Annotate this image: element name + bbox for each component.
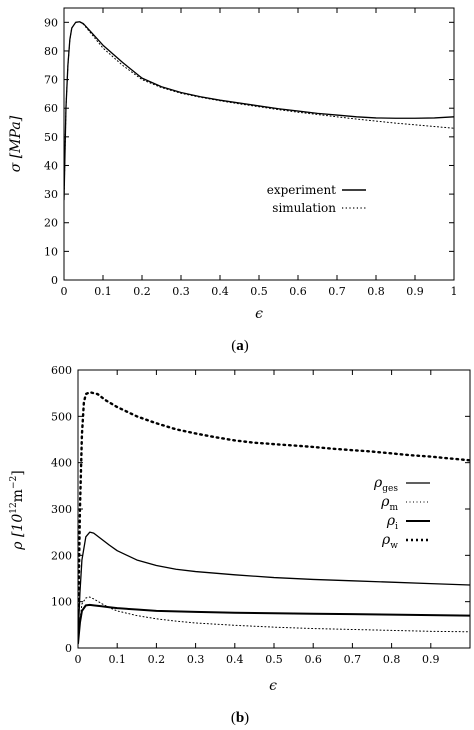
chart-a-frame bbox=[63, 7, 455, 281]
chart-b-xtick-label: 0.7 bbox=[344, 653, 362, 666]
legend-label-simulation: simulation bbox=[272, 201, 336, 215]
chart-a-xtick-label: 0.8 bbox=[367, 285, 385, 298]
chart-b-frame bbox=[77, 369, 471, 649]
chart-a-ytick-label: 0 bbox=[51, 274, 58, 287]
chart-a-ytick-label: 70 bbox=[44, 74, 58, 87]
chart-a-xtick-label: 0.9 bbox=[406, 285, 424, 298]
legend-label-rho-i: ρi bbox=[386, 513, 398, 532]
chart-b-ytick-label: 600 bbox=[51, 364, 72, 377]
chart-a-xtick-label: 0.7 bbox=[328, 285, 346, 298]
chart-b-xtick-label: 0.6 bbox=[304, 653, 322, 666]
chart-a-series-simulation bbox=[64, 21, 454, 201]
chart-b-series--w bbox=[78, 391, 470, 636]
chart-a-xtick-label: 0 bbox=[61, 285, 68, 298]
chart-a: 0 0.1 0.2 0.3 0.4 0.5 0.6 0.7 0.8 0.9 1 0 10 20 30 40 5… bbox=[8, 7, 458, 354]
chart-b-xtick-label: 0.9 bbox=[422, 653, 440, 666]
chart-b-ytick-label: 300 bbox=[51, 503, 72, 516]
chart-b-y-ticks: 0 100 200 300 400 500 600 bbox=[51, 364, 470, 655]
chart-a-xtick-label: 0.1 bbox=[94, 285, 112, 298]
chart-b-series--m bbox=[78, 596, 470, 644]
chart-b-xtick-label: 0.3 bbox=[187, 653, 205, 666]
chart-a-xtick-label: 0.5 bbox=[250, 285, 268, 298]
chart-a-legend: experiment simulation bbox=[267, 183, 366, 215]
chart-b-ytick-label: 200 bbox=[51, 549, 72, 562]
chart-a-ytick-label: 50 bbox=[44, 131, 58, 144]
chart-b-ytick-label: 400 bbox=[51, 457, 72, 470]
chart-b-series bbox=[78, 391, 470, 645]
chart-a-x-ticks: 0 0.1 0.2 0.3 0.4 0.5 0.6 0.7 0.8 0.9 1 bbox=[61, 8, 458, 298]
chart-a-xlabel: ϵ bbox=[255, 306, 263, 322]
chart-a-ylabel: σ [MPa] bbox=[8, 115, 24, 172]
chart-a-ytick-label: 10 bbox=[44, 245, 58, 258]
chart-a-xtick-label: 0.6 bbox=[289, 285, 307, 298]
chart-a-ytick-label: 80 bbox=[44, 45, 58, 58]
chart-a-y-ticks: 0 10 20 30 40 50 60 70 80 90 bbox=[44, 16, 454, 287]
chart-a-xtick-label: 1 bbox=[451, 285, 458, 298]
legend-label-experiment: experiment bbox=[267, 183, 336, 197]
chart-b-xtick-label: 0.2 bbox=[148, 653, 166, 666]
chart-a-xtick-label: 0.4 bbox=[211, 285, 229, 298]
chart-a-series bbox=[64, 21, 454, 201]
legend-label-rho-m: ρm bbox=[380, 494, 398, 513]
chart-a-panel-label: (a) bbox=[231, 338, 249, 354]
legend-label-rho-ges: ρges bbox=[373, 475, 398, 494]
chart-a-ytick-label: 30 bbox=[44, 188, 58, 201]
chart-b-xtick-label: 0.4 bbox=[226, 653, 244, 666]
chart-b-xtick-label: 0 bbox=[75, 653, 82, 666]
legend-label-rho-w: ρw bbox=[381, 532, 398, 551]
chart-b-x-ticks: 0 0.1 0.2 0.3 0.4 0.5 0.6 0.7 0.8 0.9 bbox=[75, 370, 440, 666]
chart-a-series-experiment bbox=[64, 21, 454, 201]
chart-a-ytick-label: 20 bbox=[44, 217, 58, 230]
chart-b-ylabel: ρ [1012m−2] bbox=[9, 470, 26, 550]
chart-b-xlabel: ϵ bbox=[269, 678, 277, 694]
chart-b-ytick-label: 0 bbox=[65, 642, 72, 655]
chart-b-xtick-label: 0.8 bbox=[383, 653, 401, 666]
chart-b-ytick-label: 500 bbox=[51, 410, 72, 423]
chart-b-xtick-label: 0.5 bbox=[265, 653, 283, 666]
chart-a-ytick-label: 60 bbox=[44, 102, 58, 115]
chart-b: 0 0.1 0.2 0.3 0.4 0.5 0.6 0.7 0.8 0.9 0 100 200 300 4… bbox=[9, 364, 471, 726]
chart-b-xtick-label: 0.1 bbox=[108, 653, 126, 666]
chart-b-panel-label: (b) bbox=[231, 710, 249, 726]
chart-a-ytick-label: 40 bbox=[44, 159, 58, 172]
chart-a-xtick-label: 0.2 bbox=[133, 285, 151, 298]
chart-b-series--i bbox=[78, 603, 470, 645]
chart-b-legend: ρges ρm ρi ρw bbox=[373, 475, 430, 551]
chart-b-series--ges bbox=[78, 531, 470, 640]
chart-a-ytick-label: 90 bbox=[44, 16, 58, 29]
chart-b-ytick-label: 100 bbox=[51, 596, 72, 609]
chart-a-xtick-label: 0.3 bbox=[172, 285, 190, 298]
